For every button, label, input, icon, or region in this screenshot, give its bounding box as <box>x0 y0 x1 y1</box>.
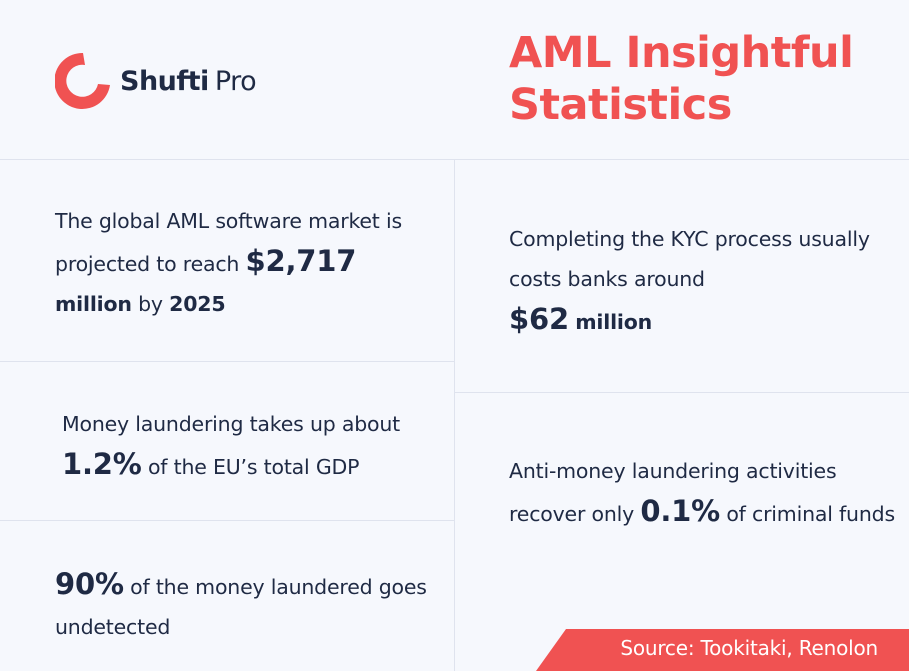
stat-recovery-value: 0.1% <box>640 494 721 528</box>
stat-kyc-cost: Completing the KYC process usually costs… <box>509 219 899 342</box>
stat-kyc-cost-value: $62 <box>509 302 569 336</box>
page-title: AML Insightful Statistics <box>509 27 899 131</box>
stat-recovery-text: Anti-money laundering activities recover… <box>509 459 837 526</box>
page-title-line-1: AML Insightful <box>509 28 854 78</box>
stat-software-market-text: The global AML software market is projec… <box>55 209 402 276</box>
stat-kyc-cost-unit: million <box>575 310 653 334</box>
page-title-line-2: Statistics <box>509 80 732 130</box>
stat-kyc-cost-text: Completing the KYC process usually costs… <box>509 227 870 291</box>
logo-wordmark: Shufti Pro <box>120 65 257 97</box>
stat-software-market: The global AML software market is projec… <box>55 201 445 324</box>
stat-recovery: Anti-money laundering activities recover… <box>509 451 899 534</box>
divider-left-2 <box>0 520 454 521</box>
stat-recovery-text-end: of criminal funds <box>720 502 895 526</box>
stat-eu-gdp: Money laundering takes up about 1.2% of … <box>62 404 452 487</box>
divider-left-1 <box>0 361 454 362</box>
source-label: Source: Tookitaki, Renolon <box>620 636 878 660</box>
logo-word-pro: Pro <box>214 65 257 97</box>
stat-eu-gdp-text: Money laundering takes up about <box>62 412 401 436</box>
stat-eu-gdp-text-end: of the EU’s total GDP <box>141 455 360 479</box>
shufti-pro-logo-icon <box>55 52 110 109</box>
divider-right-1 <box>455 392 909 393</box>
stat-undetected: 90% of the money laundered goes undetect… <box>55 564 445 647</box>
stat-software-market-unit: million <box>55 292 132 316</box>
stat-eu-gdp-value: 1.2% <box>62 447 142 481</box>
shufti-pro-logo: Shufti Pro <box>55 52 257 110</box>
logo-word-shufti: Shufti <box>120 65 209 97</box>
stat-software-market-year: 2025 <box>169 292 226 316</box>
stat-software-market-value: $2,717 <box>245 244 357 278</box>
source-ribbon-shape <box>536 629 909 671</box>
stat-undetected-value: 90% <box>55 567 124 601</box>
divider-top <box>0 159 909 160</box>
source-ribbon: Source: Tookitaki, Renolon <box>536 629 909 671</box>
stat-software-market-by: by <box>131 292 170 316</box>
stat-undetected-text: of the money laundered goes undetected <box>55 575 427 639</box>
divider-vertical <box>454 160 455 671</box>
